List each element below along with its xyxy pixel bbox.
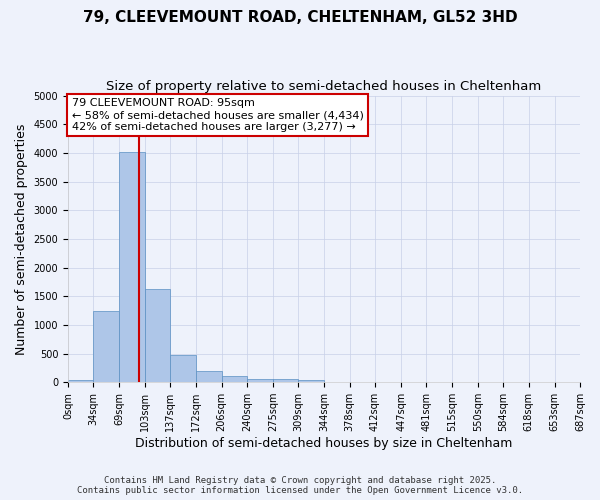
Text: Contains HM Land Registry data © Crown copyright and database right 2025.
Contai: Contains HM Land Registry data © Crown c… bbox=[77, 476, 523, 495]
Text: 79 CLEEVEMOUNT ROAD: 95sqm
← 58% of semi-detached houses are smaller (4,434)
42%: 79 CLEEVEMOUNT ROAD: 95sqm ← 58% of semi… bbox=[72, 98, 364, 132]
X-axis label: Distribution of semi-detached houses by size in Cheltenham: Distribution of semi-detached houses by … bbox=[136, 437, 513, 450]
Bar bbox=[298, 380, 325, 382]
Bar bbox=[145, 290, 170, 382]
Y-axis label: Number of semi-detached properties: Number of semi-detached properties bbox=[15, 123, 28, 354]
Bar bbox=[170, 354, 196, 382]
Bar bbox=[119, 152, 145, 382]
Title: Size of property relative to semi-detached houses in Cheltenham: Size of property relative to semi-detach… bbox=[106, 80, 542, 93]
Bar bbox=[196, 372, 221, 382]
Bar bbox=[94, 311, 119, 382]
Bar bbox=[68, 380, 94, 382]
Bar bbox=[247, 379, 273, 382]
Text: 79, CLEEVEMOUNT ROAD, CHELTENHAM, GL52 3HD: 79, CLEEVEMOUNT ROAD, CHELTENHAM, GL52 3… bbox=[83, 10, 517, 25]
Bar bbox=[221, 376, 247, 382]
Bar bbox=[273, 380, 298, 382]
